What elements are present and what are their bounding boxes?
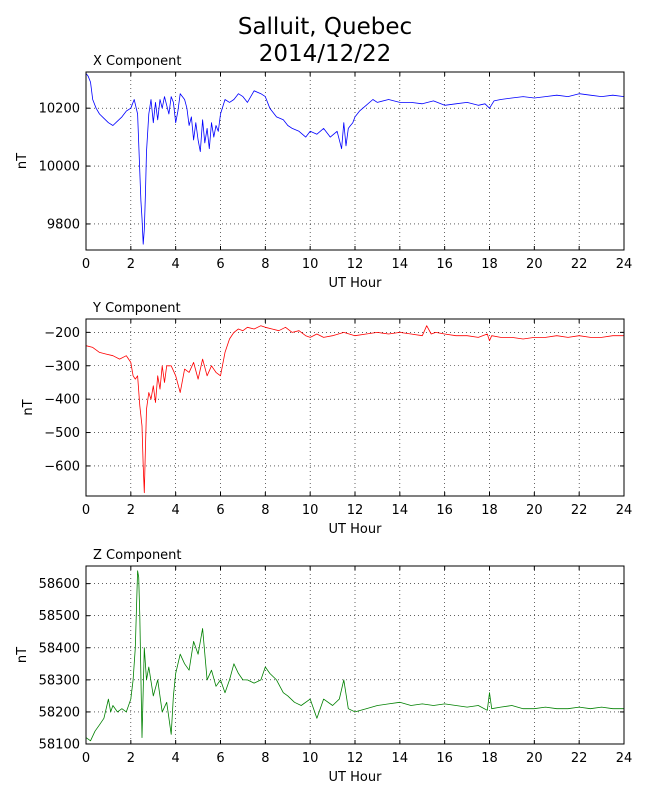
- z-x-tick-label-0: 0: [82, 751, 90, 766]
- y-x-tick-label-0: 0: [82, 503, 90, 518]
- x-y-tick-label-0: 9800: [47, 217, 80, 232]
- y-y-tick-label-1: −300: [44, 359, 80, 374]
- z-panel-title: Z Component: [93, 548, 182, 563]
- y-x-tick-label-11: 22: [571, 503, 588, 518]
- x-y-axis-label: nT: [15, 153, 30, 169]
- z-x-tick-label-2: 4: [172, 751, 180, 766]
- x-panel-title: X Component: [93, 54, 182, 69]
- x-x-tick-label-5: 10: [302, 257, 319, 272]
- x-x-tick-label-1: 2: [127, 257, 135, 272]
- y-y-tick-label-4: −600: [44, 459, 80, 474]
- x-x-tick-label-7: 14: [392, 257, 409, 272]
- z-x-tick-label-6: 12: [347, 751, 364, 766]
- x-x-tick-label-3: 6: [216, 257, 224, 272]
- y-x-tick-label-9: 18: [481, 503, 498, 518]
- y-series-line: [85, 325, 624, 494]
- x-x-tick-label-0: 0: [82, 257, 90, 272]
- z-series-line: [85, 570, 624, 742]
- y-x-axis-label: UT Hour: [329, 522, 383, 537]
- y-panel-title: Y Component: [92, 301, 181, 316]
- figure-title-line-1: Salluit, Quebec: [238, 14, 412, 40]
- y-x-tick-label-5: 10: [302, 503, 319, 518]
- z-y-tick-label-0: 58100: [39, 738, 80, 753]
- y-x-tick-label-6: 12: [347, 503, 364, 518]
- y-x-tick-label-7: 14: [392, 503, 409, 518]
- x-x-tick-label-12: 24: [616, 257, 633, 272]
- y-x-tick-label-8: 16: [436, 503, 453, 518]
- x-x-tick-label-10: 20: [526, 257, 543, 272]
- z-x-axis-label: UT Hour: [329, 770, 383, 785]
- y-y-tick-label-0: −200: [44, 326, 80, 341]
- x-x-tick-label-11: 22: [571, 257, 588, 272]
- z-y-tick-label-2: 58300: [39, 673, 80, 688]
- z-y-tick-label-4: 58500: [39, 609, 80, 624]
- y-y-tick-label-3: −500: [44, 426, 80, 441]
- z-x-tick-label-4: 8: [261, 751, 269, 766]
- z-x-tick-label-5: 10: [302, 751, 319, 766]
- x-x-tick-label-6: 12: [347, 257, 364, 272]
- z-y-tick-label-1: 58200: [39, 705, 80, 720]
- x-series-line: [85, 73, 625, 245]
- y-x-tick-label-4: 8: [261, 503, 269, 518]
- z-x-tick-label-12: 24: [616, 751, 633, 766]
- z-y-axis-label: nT: [15, 647, 30, 663]
- z-x-tick-label-11: 22: [571, 751, 588, 766]
- x-x-tick-label-8: 16: [436, 257, 453, 272]
- y-y-axis-label: nT: [21, 399, 36, 415]
- x-x-axis-label: UT Hour: [329, 276, 383, 291]
- y-x-tick-label-2: 4: [172, 503, 180, 518]
- z-x-tick-label-7: 14: [392, 751, 409, 766]
- z-y-tick-label-3: 58400: [39, 641, 80, 656]
- z-x-tick-label-3: 6: [216, 751, 224, 766]
- x-y-tick-label-1: 10000: [39, 160, 80, 175]
- x-x-tick-label-2: 4: [172, 257, 180, 272]
- z-y-tick-label-5: 58600: [39, 577, 80, 592]
- y-x-tick-label-3: 6: [216, 503, 224, 518]
- z-x-tick-label-1: 2: [127, 751, 135, 766]
- figure-title-line-2: 2014/12/22: [259, 41, 392, 67]
- x-x-tick-label-4: 8: [261, 257, 269, 272]
- z-x-tick-label-8: 16: [436, 751, 453, 766]
- z-x-tick-label-10: 20: [526, 751, 543, 766]
- x-x-tick-label-9: 18: [481, 257, 498, 272]
- y-x-tick-label-10: 20: [526, 503, 543, 518]
- y-x-tick-label-12: 24: [616, 503, 633, 518]
- z-x-tick-label-9: 18: [481, 751, 498, 766]
- x-y-tick-label-2: 10200: [39, 102, 80, 117]
- y-y-tick-label-2: −400: [44, 393, 80, 408]
- y-x-tick-label-1: 2: [127, 503, 135, 518]
